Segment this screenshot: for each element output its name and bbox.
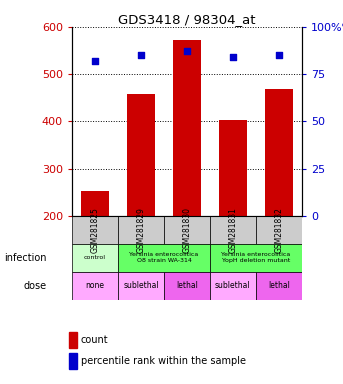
- Bar: [72, 271, 118, 300]
- Text: sublethal: sublethal: [215, 281, 251, 290]
- Bar: [210, 216, 256, 244]
- Text: dose: dose: [24, 281, 47, 291]
- Text: GSM281830: GSM281830: [182, 207, 191, 253]
- Point: [230, 54, 236, 60]
- Bar: [127, 94, 155, 310]
- Bar: [256, 216, 302, 244]
- Text: Yersinia enterocolitica
YopH deletion mutant: Yersinia enterocolitica YopH deletion mu…: [221, 252, 291, 263]
- Bar: [173, 40, 201, 310]
- Text: sublethal: sublethal: [123, 281, 159, 290]
- Text: Yersinia enterocolitica
O8 strain WA-314: Yersinia enterocolitica O8 strain WA-314: [129, 252, 199, 263]
- Point: [92, 58, 98, 64]
- Text: lethal: lethal: [268, 281, 290, 290]
- Bar: [72, 216, 118, 244]
- Bar: [210, 244, 302, 271]
- Bar: [219, 120, 247, 310]
- Text: lethal: lethal: [176, 281, 198, 290]
- Text: infection: infection: [4, 253, 47, 263]
- Bar: [81, 191, 109, 310]
- Point: [184, 48, 190, 55]
- Bar: [210, 271, 256, 300]
- Text: control: control: [84, 255, 106, 260]
- Text: GSM281825: GSM281825: [91, 207, 99, 253]
- Text: none: none: [85, 281, 105, 290]
- Bar: [118, 216, 164, 244]
- Bar: [265, 89, 293, 310]
- Text: count: count: [81, 335, 108, 345]
- Text: percentile rank within the sample: percentile rank within the sample: [81, 356, 246, 366]
- Bar: [72, 244, 118, 271]
- Text: GSM281831: GSM281831: [228, 207, 237, 253]
- Bar: [164, 271, 210, 300]
- Bar: [256, 271, 302, 300]
- Point: [138, 52, 144, 58]
- Bar: [164, 216, 210, 244]
- Point: [276, 52, 282, 58]
- Bar: [118, 244, 210, 271]
- Title: GDS3418 / 98304_at: GDS3418 / 98304_at: [118, 13, 256, 26]
- Text: GSM281832: GSM281832: [274, 207, 283, 253]
- Bar: [118, 271, 164, 300]
- Text: GSM281829: GSM281829: [137, 207, 145, 253]
